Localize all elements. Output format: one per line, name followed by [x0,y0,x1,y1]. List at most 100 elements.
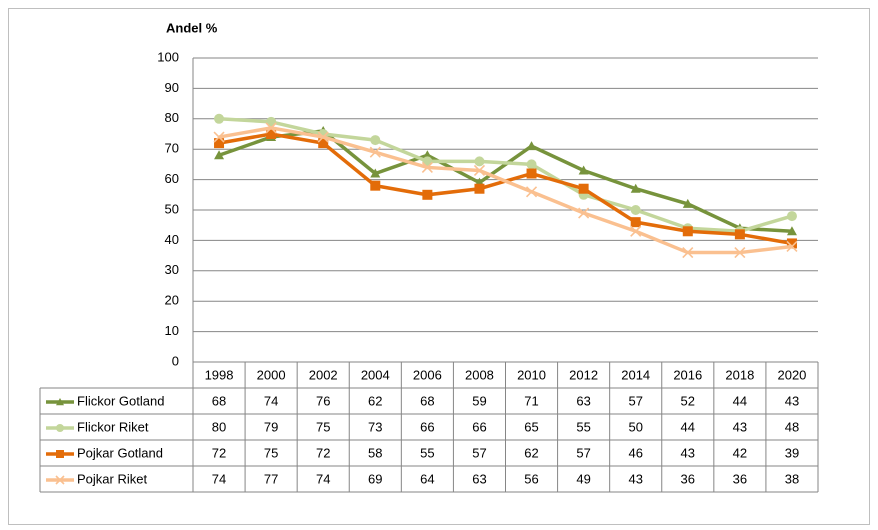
marker [786,226,797,236]
y-axis-label: Andel % [166,20,218,35]
table-value: 74 [316,471,330,486]
table-value: 69 [368,471,382,486]
table-value: 43 [785,393,799,408]
table-value: 79 [264,419,278,434]
table-value: 77 [264,471,278,486]
table-value: 75 [264,445,278,460]
marker [526,168,537,179]
marker [56,398,64,406]
marker [421,161,433,174]
x-tick-label: 2008 [465,367,494,382]
x-tick-label: 2006 [413,367,442,382]
legend-label: Pojkar Riket [77,471,147,486]
table-value: 62 [368,393,382,408]
y-tick-label: 50 [165,201,179,216]
chart-border [8,8,870,525]
marker [370,168,381,178]
marker [474,156,485,167]
x-tick-label: 2002 [309,367,338,382]
marker [526,159,537,170]
table-value: 55 [576,419,590,434]
table-value: 76 [316,393,330,408]
table-value: 74 [264,393,278,408]
marker [682,246,694,259]
marker [474,183,485,194]
y-tick-label: 70 [165,141,179,156]
marker [422,189,433,200]
legend-label: Pojkar Gotland [77,445,163,460]
marker [56,450,64,458]
marker [786,238,797,249]
marker [370,180,381,191]
table-value: 57 [628,393,642,408]
marker [786,211,797,222]
marker [682,198,693,208]
table-value: 48 [785,419,799,434]
y-tick-label: 20 [165,293,179,308]
table-value: 55 [420,445,434,460]
marker [578,165,589,175]
y-tick-label: 100 [157,49,179,64]
table-value: 72 [212,445,226,460]
table-value: 73 [368,419,382,434]
y-tick-label: 0 [172,353,179,368]
x-tick-label: 2014 [621,367,650,382]
marker [682,226,693,237]
y-tick-label: 60 [165,171,179,186]
table-value: 46 [628,445,642,460]
marker [734,246,746,259]
marker [578,183,589,194]
marker [265,122,277,134]
table-value: 44 [681,419,695,434]
table-value: 75 [316,419,330,434]
table-value: 64 [420,471,434,486]
table-value: 63 [472,471,486,486]
table-value: 66 [420,419,434,434]
table-value: 49 [576,471,590,486]
y-tick-label: 10 [165,323,179,338]
y-tick-label: 40 [165,232,179,247]
x-tick-label: 1998 [205,367,234,382]
x-tick-label: 2004 [361,367,390,382]
y-tick-label: 80 [165,110,179,125]
table-value: 57 [472,445,486,460]
table-value: 38 [785,471,799,486]
y-tick-label: 30 [165,262,179,277]
marker [56,424,64,432]
table-value: 80 [212,419,226,434]
marker [630,217,641,228]
table-value: 72 [316,445,330,460]
marker [213,131,225,143]
x-tick-label: 2020 [777,367,806,382]
table-value: 58 [368,445,382,460]
table-value: 36 [733,471,747,486]
table-value: 59 [472,393,486,408]
marker [473,164,486,177]
marker [734,229,745,240]
legend-label: Flickor Riket [77,419,149,434]
marker [526,141,537,151]
legend-label: Flickor Gotland [77,393,164,408]
table-value: 62 [524,445,538,460]
x-tick-label: 2012 [569,367,598,382]
table-value: 39 [785,445,799,460]
table-value: 50 [628,419,642,434]
marker [370,135,381,146]
marker [578,207,590,219]
line [218,126,793,255]
marker [266,129,277,139]
table-value: 68 [212,393,226,408]
table-value: 65 [524,419,538,434]
marker [318,138,329,149]
marker [369,146,381,158]
marker [214,150,225,160]
x-tick-label: 2010 [517,367,546,382]
table-value: 57 [576,445,590,460]
marker [786,240,798,253]
marker [214,138,225,149]
table-value: 44 [733,393,747,408]
table-value: 71 [524,393,538,408]
table-value: 43 [628,471,642,486]
marker [525,186,538,198]
